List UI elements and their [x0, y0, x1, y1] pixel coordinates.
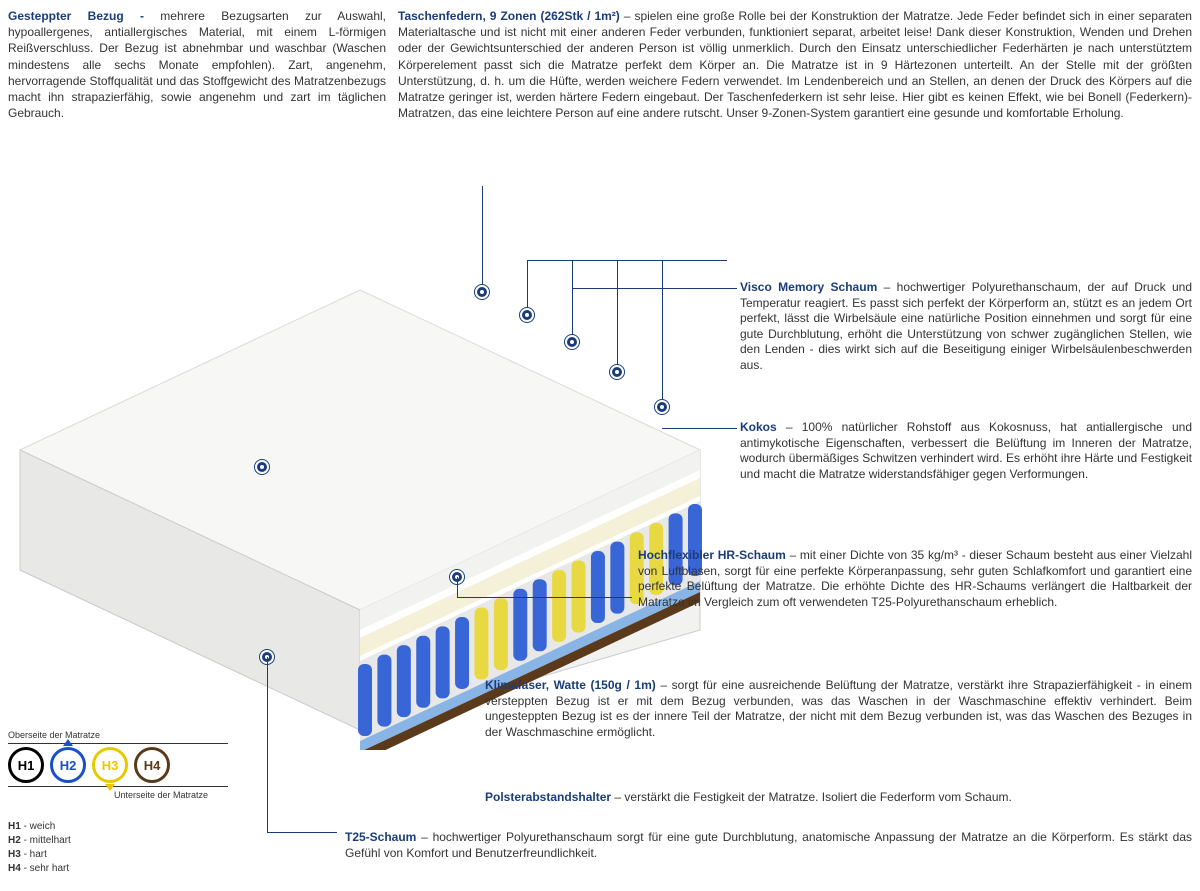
leader-t25-v	[267, 657, 268, 832]
leader-visco-h	[572, 288, 737, 289]
marker-springs	[475, 285, 489, 299]
marker-cover	[255, 460, 269, 474]
leader-hr-v	[457, 577, 458, 597]
hr-description: Hochflexibler HR-Schaum – mit einer Dich…	[638, 548, 1192, 610]
hardness-legend-row-h2: H2 - mittelhart	[8, 834, 71, 848]
hardness-top-line	[8, 743, 228, 744]
hardness-circle-h4: H4	[134, 747, 170, 783]
polster-body: – verstärkt die Festigkeit der Matratze.…	[611, 790, 1012, 804]
leader-kokos-h	[662, 428, 737, 429]
springs-title: Taschenfedern, 9 Zonen (262Stk / 1m²)	[398, 9, 620, 23]
polster-description: Polsterabstandshalter – verstärkt die Fe…	[485, 790, 1192, 806]
klima-title: Klimafaser, Watte (150g / 1m)	[485, 678, 656, 692]
hardness-circle-h2: H2	[50, 747, 86, 783]
kokos-description: Kokos – 100% natürlicher Rohstoff aus Ko…	[740, 420, 1192, 482]
cover-title: Gesteppter Bezug -	[8, 9, 160, 23]
visco-description: Visco Memory Schaum – hochwertiger Polyu…	[740, 280, 1192, 374]
t25-body: – hochwertiger Polyurethanschaum sorgt f…	[345, 830, 1192, 860]
t25-title: T25-Schaum	[345, 830, 416, 844]
leader-springs	[482, 186, 483, 285]
leader-klima-v	[527, 260, 528, 308]
springs-body: – spielen eine große Rolle bei der Konst…	[398, 9, 1192, 120]
cover-description: Gesteppter Bezug - mehrere Bezugsarten z…	[8, 8, 386, 121]
leader-t25-h	[267, 832, 337, 833]
hardness-legend-row-h4: H4 - sehr hart	[8, 862, 71, 876]
hardness-circle-h3: H3	[92, 747, 128, 783]
marker-polster	[610, 365, 624, 379]
polster-title: Polsterabstandshalter	[485, 790, 611, 804]
mattress-cutaway-diagram	[0, 230, 720, 750]
hardness-bottom-label: Unterseite der Matratze	[8, 790, 228, 800]
leader-hr-h	[457, 597, 632, 598]
marker-kokos	[655, 400, 669, 414]
kokos-body: – 100% natürlicher Rohstoff aus Kokosnus…	[740, 420, 1192, 481]
hardness-circle-h1: H1	[8, 747, 44, 783]
hardness-top-label: Oberseite der Matratze	[8, 730, 228, 740]
hardness-circles: H1H2H3H4	[8, 747, 228, 783]
leader-polster-v	[617, 260, 618, 365]
hr-title: Hochflexibler HR-Schaum	[638, 548, 786, 562]
leader-visco-v	[572, 260, 573, 335]
leader-kokos-v	[662, 260, 663, 400]
springs-description: Taschenfedern, 9 Zonen (262Stk / 1m²) – …	[398, 8, 1192, 121]
leader-row1	[527, 260, 727, 261]
t25-description: T25-Schaum – hochwertiger Polyurethansch…	[345, 830, 1192, 861]
kokos-title: Kokos	[740, 420, 777, 434]
marker-visco	[565, 335, 579, 349]
hardness-indicator: Oberseite der Matratze H1H2H3H4 Untersei…	[8, 730, 228, 800]
visco-title: Visco Memory Schaum	[740, 280, 877, 294]
hardness-legend: H1 - weichH2 - mittelhartH3 - hartH4 - s…	[8, 820, 71, 876]
hardness-bottom-line	[8, 786, 228, 787]
cover-body: mehrere Bezugsarten zur Auswahl, hypoall…	[8, 9, 386, 120]
hardness-legend-row-h1: H1 - weich	[8, 820, 71, 834]
hardness-legend-row-h3: H3 - hart	[8, 848, 71, 862]
marker-klima	[520, 308, 534, 322]
klima-description: Klimafaser, Watte (150g / 1m) – sorgt fü…	[485, 678, 1192, 740]
